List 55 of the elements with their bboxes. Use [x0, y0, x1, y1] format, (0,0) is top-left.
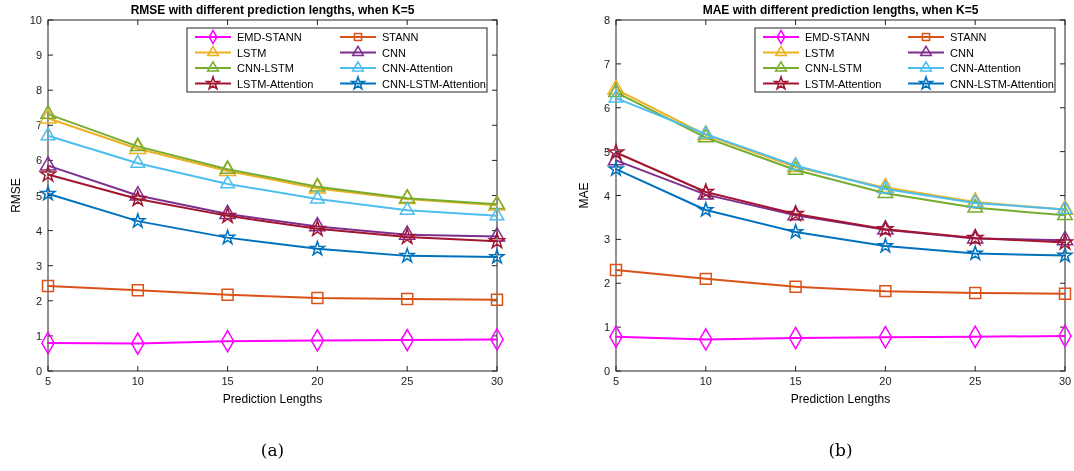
text: (a): [260, 440, 285, 460]
x-tick-label: 25: [969, 375, 982, 387]
x-tick-label: 10: [699, 375, 712, 387]
x-tick-label: 10: [131, 375, 144, 387]
x-tick-label: 30: [490, 375, 504, 387]
y-tick-label: 3: [603, 233, 610, 246]
legend-label: CNN: [382, 46, 406, 59]
y-tick-label: 6: [603, 101, 610, 114]
legend-label: CNN-Attention: [382, 62, 453, 74]
legend-label: CNN-LSTM-Attention: [382, 77, 486, 90]
legend-label: CNN-LSTM: [237, 62, 294, 74]
x-tick-label: 5: [612, 375, 620, 387]
y-tick-label: 6: [35, 154, 42, 167]
y-tick-label: 1: [35, 329, 42, 342]
y-tick-label: 5: [603, 145, 610, 158]
legend-label: CNN-LSTM: [805, 62, 862, 74]
legend-label: CNN-Attention: [950, 62, 1021, 74]
y-axis-title: RMSE: [9, 178, 23, 213]
legend-label: LSTM-Attention: [805, 77, 882, 90]
legend-label: EMD-STANN: [805, 31, 870, 43]
y-tick-label: 10: [29, 14, 42, 26]
y-tick-label: 4: [35, 224, 42, 237]
chart-title: RMSE with different prediction lengths, when K=5: [130, 3, 415, 17]
text: (b): [828, 440, 853, 460]
legend-label: STANN: [950, 31, 987, 43]
legend-label: LSTM: [237, 46, 267, 59]
x-tick-label: 30: [1058, 375, 1072, 387]
legend-label: LSTM-Attention: [237, 77, 314, 90]
y-tick-label: 5: [35, 189, 42, 202]
legend-label: STANN: [382, 31, 419, 43]
x-tick-label: 15: [789, 375, 802, 387]
chart-title: MAE with different prediction lengths, when K=5: [702, 3, 979, 17]
legend-label: CNN: [950, 46, 974, 59]
y-tick-label: 0: [603, 365, 610, 377]
y-tick-label: 1: [603, 321, 610, 334]
legend-label: CNN-LSTM-Attention: [950, 77, 1054, 90]
x-tick-label: 5: [44, 375, 52, 387]
x-tick-label: 25: [401, 375, 414, 387]
y-tick-label: 8: [35, 84, 42, 97]
y-axis-title: MAE: [577, 182, 591, 209]
legend-label: LSTM: [805, 46, 835, 59]
y-tick-label: 8: [603, 14, 610, 26]
legend-label: EMD-STANN: [237, 31, 302, 43]
y-tick-label: 0: [35, 365, 42, 377]
x-tick-label: 20: [879, 375, 892, 387]
y-tick-label: 2: [35, 294, 42, 307]
y-tick-label: 4: [603, 189, 610, 202]
y-tick-label: 9: [35, 49, 42, 62]
x-tick-label: 20: [311, 375, 324, 387]
x-axis-title: Prediction Lengths: [222, 392, 323, 406]
y-tick-label: 2: [603, 277, 610, 290]
y-tick-label: 3: [35, 259, 42, 272]
y-tick-label: 7: [603, 57, 610, 70]
x-axis-title: Prediction Lengths: [790, 392, 891, 406]
x-tick-label: 15: [221, 375, 234, 387]
